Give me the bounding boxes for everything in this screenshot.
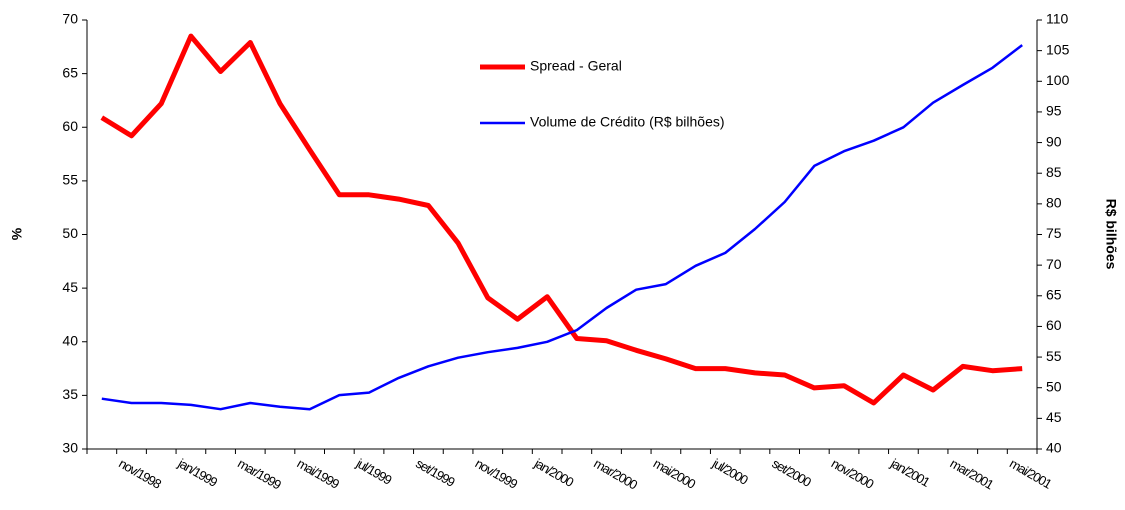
x-tick-label: jul/1999 [353,455,395,488]
y2-tick-label: 80 [1046,195,1062,211]
y2-tick-label: 95 [1046,103,1062,119]
x-tick-label: nov/2000 [829,456,877,492]
legend-label: Spread - Geral [530,58,622,74]
x-tick-label: mar/2001 [948,456,997,493]
y2-tick-label: 60 [1046,317,1062,333]
x-tick-label: mai/2001 [1007,456,1055,492]
y-tick-label: 65 [62,64,78,80]
y2-tick-label: 105 [1046,41,1070,57]
y2-tick-label: 90 [1046,133,1062,149]
y2-tick-label: 50 [1046,378,1062,394]
y-tick-label: 60 [62,118,78,134]
x-tick-label: jan/1999 [175,455,220,490]
y2-tick-label: 75 [1046,225,1062,241]
x-tick-label: jan/2001 [887,455,932,490]
x-tick-label: set/1999 [413,456,457,490]
y2-tick-label: 85 [1046,164,1062,180]
x-tick-label: nov/1998 [116,456,164,492]
y2-tick-label: 100 [1046,72,1070,88]
y2-axis-label: R$ bilhões [1103,199,1119,270]
y-tick-label: 50 [62,225,78,241]
y2-tick-label: 45 [1046,409,1062,425]
x-tick-label: set/2000 [769,456,813,490]
y2-tick-label: 55 [1046,348,1062,364]
y2-tick-label: 65 [1046,286,1062,302]
y2-tick-label: 70 [1046,256,1062,272]
legend-label: Volume de Crédito (R$ bilhões) [530,114,725,130]
y2-tick-label: 110 [1046,11,1069,27]
y-tick-label: 70 [62,11,78,27]
x-tick-label: mai/2000 [651,456,699,492]
y-axis-label: % [9,227,25,240]
series-line [100,33,1023,406]
x-tick-label: jan/2000 [531,455,576,490]
y-tick-label: 55 [62,172,78,188]
x-tick-label: mar/1999 [235,456,284,493]
x-tick-label: mai/1999 [294,456,342,492]
x-tick-label: mar/2000 [591,456,640,493]
y-tick-label: 30 [62,440,78,456]
y-tick-label: 40 [62,332,78,348]
y2-tick-label: 40 [1046,440,1062,456]
x-tick-label: jul/2000 [709,455,751,488]
x-tick-label: nov/1999 [473,456,521,492]
y-tick-label: 35 [62,386,78,402]
series-line [101,44,1023,411]
y-tick-label: 45 [62,279,78,295]
